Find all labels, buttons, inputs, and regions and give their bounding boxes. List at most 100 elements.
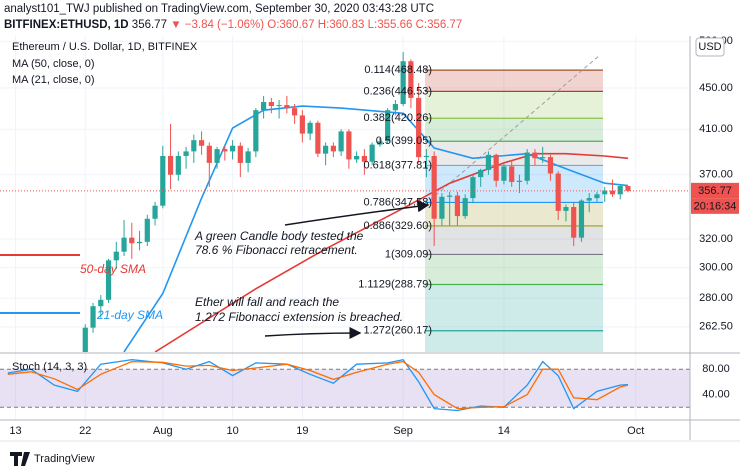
candle-body: [229, 145, 236, 152]
stoch-band: [0, 369, 690, 408]
fib-label: 1.272(260.17): [364, 325, 433, 337]
y-tick-label: 450.00: [699, 82, 733, 94]
fib-label: 0.382(420.26): [364, 112, 433, 124]
candle-body: [509, 166, 515, 182]
annotation: 21-day SMA: [96, 308, 163, 322]
candle-body: [354, 155, 360, 160]
unit: USD: [698, 41, 721, 53]
candle-body: [416, 97, 422, 158]
candle-body: [547, 157, 554, 174]
logo: [10, 452, 30, 466]
candle-body: [563, 207, 569, 211]
candle-body: [423, 155, 430, 158]
line-series: [154, 152, 629, 352]
fib-band: [425, 284, 603, 331]
fib-band: [425, 91, 603, 119]
x-tick-label: 19: [296, 425, 308, 437]
fib-label: 0.886(329.60): [364, 220, 433, 232]
x-tick-label: Aug: [153, 425, 173, 437]
candle-body: [377, 141, 383, 145]
candle-body: [98, 299, 104, 307]
stoch-line: [7, 360, 629, 410]
candle-body: [113, 251, 119, 261]
candle-body: [175, 155, 181, 175]
unit-box: [695, 37, 725, 57]
arrow: [264, 327, 362, 340]
fib-label: 0.114(468.48): [364, 64, 432, 76]
candle-body: [571, 207, 577, 238]
candle-body: [183, 151, 189, 156]
stochastic: [0, 358, 690, 412]
candle-body: [470, 177, 476, 199]
fib-band: [425, 330, 603, 352]
candle-body: [105, 260, 112, 300]
countdown-box: [691, 198, 739, 214]
annotation: A green Candle body tested the: [194, 229, 364, 243]
candle-body: [338, 131, 344, 152]
author-line: analyst101_TWJ published on TradingView.…: [4, 3, 434, 15]
candle-body: [136, 241, 143, 244]
y-tick-label: 370.00: [699, 169, 733, 181]
candle-body: [400, 61, 406, 105]
labels: 1322Aug1019Sep14Oct500.00450.00410.00370…: [0, 35, 739, 437]
symbol-line: BITFINEX:ETHUSD, 1D 356.77 ▼ −3.84 (−1.0…: [4, 19, 462, 31]
legend-ma50: MA (50, close, 0): [12, 58, 95, 70]
change: ▼ −3.84 (−1.06%): [170, 19, 264, 31]
x-tick-label: Oct: [627, 425, 644, 437]
candle-body: [237, 145, 243, 163]
candle-body: [167, 155, 174, 175]
last: 356.77: [132, 19, 167, 31]
fib-label: 0.618(377.81): [364, 159, 433, 171]
candle-body: [330, 145, 336, 152]
annotation: 78.6 % Fibonacci retracement.: [195, 243, 358, 257]
last-price-box: [691, 182, 739, 199]
candle-body: [462, 198, 468, 217]
candle-body: [586, 198, 592, 201]
candle-body: [214, 149, 220, 163]
fib-label: 0.236(446.53): [364, 85, 433, 97]
fib-label: 1(309.09): [385, 248, 432, 260]
stoch-title: Stoch (14, 3, 3): [12, 361, 87, 373]
y-tick-label: 262.50: [699, 321, 733, 333]
y-tick-label: 300.00: [699, 262, 733, 274]
x-tick-label: 14: [498, 425, 510, 437]
x-tick-label: 22: [79, 425, 91, 437]
chart-title: Ethereum / U.S. Dollar, 1D, BITFINEX: [12, 41, 198, 53]
candle-body: [516, 180, 523, 182]
candle-body: [160, 155, 166, 206]
last-price: 356.77: [698, 185, 732, 197]
y-tick-label: 410.00: [699, 123, 733, 135]
candle-body: [346, 131, 352, 160]
candle-body: [260, 101, 267, 111]
candle-body: [315, 122, 321, 154]
trend-line: [429, 54, 601, 201]
moving-averages: [123, 105, 629, 352]
candle-body: [524, 152, 530, 181]
candle-body: [307, 122, 313, 134]
annotation: Ether will fall and reach the: [195, 295, 339, 309]
annotation: 1.272 Fibonacci extension is breached.: [195, 310, 403, 324]
fib-band: [425, 254, 603, 285]
candle-body: [222, 149, 228, 152]
candle-body: [501, 166, 507, 181]
candle-body: [276, 105, 282, 107]
fib-label: 0.5(399.05): [376, 135, 432, 147]
candle-body: [431, 155, 437, 219]
candle-body: [284, 105, 290, 109]
stoch-line: [7, 358, 629, 412]
candle-body: [144, 218, 150, 242]
arrow: [284, 200, 430, 226]
candle-body: [121, 237, 127, 252]
candle-body: [555, 173, 561, 211]
candle-body: [602, 190, 608, 195]
brand: TradingView: [34, 453, 95, 465]
candle-body: [253, 110, 259, 152]
fib-label: 0.786(347.58): [364, 196, 433, 208]
grid: [0, 36, 690, 420]
fib-band: [425, 118, 603, 142]
candle-body: [578, 200, 585, 238]
candle-body: [617, 186, 623, 195]
fib-band: [425, 70, 603, 92]
candle-body: [532, 152, 538, 159]
